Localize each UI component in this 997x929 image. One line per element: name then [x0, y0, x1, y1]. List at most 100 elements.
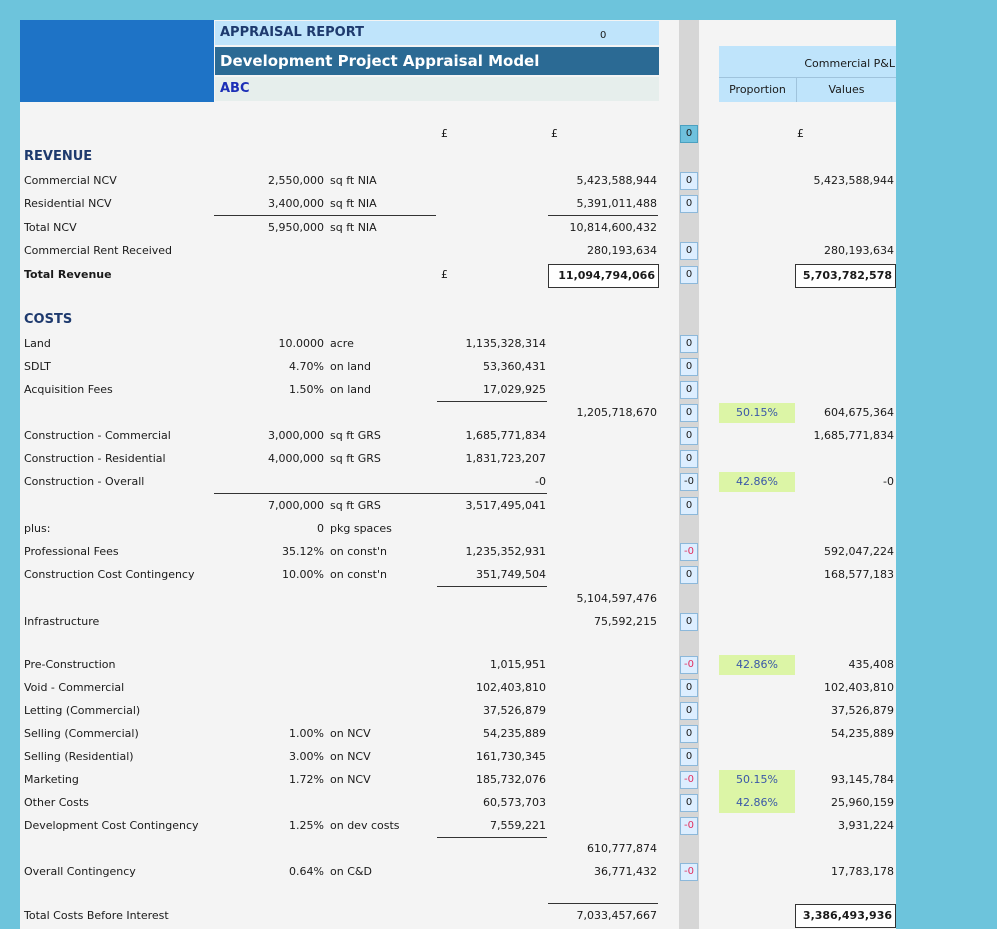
- pl-col-values: Values: [828, 83, 865, 96]
- ncv-qty-underline: [214, 215, 436, 216]
- total-revenue-pl: 5,703,782,578: [795, 264, 896, 288]
- top-check-flag[interactable]: 0: [680, 125, 698, 143]
- sell-comm-label: Selling (Commercial): [24, 727, 139, 740]
- other-sub: 60,573,703: [483, 796, 546, 809]
- land-qty: 10.0000: [278, 337, 325, 350]
- marketing-sub: 185,732,076: [476, 773, 546, 786]
- sdlt-label: SDLT: [24, 360, 51, 373]
- void-sub: 102,403,810: [476, 681, 546, 694]
- con-cont-qty: 10.00%: [282, 568, 324, 581]
- other-total-value: 610,777,874: [587, 842, 657, 855]
- land-flag[interactable]: 0: [680, 335, 698, 353]
- total-ncv-value: 10,814,600,432: [569, 221, 657, 234]
- total-costs-label: Total Costs Before Interest: [24, 909, 169, 922]
- currency-pl: £: [797, 127, 804, 140]
- commercial-ncv-flag[interactable]: 0: [680, 172, 698, 190]
- con-comm-unit: sq ft GRS: [330, 429, 381, 442]
- con-res-label: Construction - Residential: [24, 452, 166, 465]
- costs-heading: COSTS: [24, 312, 73, 327]
- con-total-flag[interactable]: 0: [680, 497, 698, 515]
- con-res-unit: sq ft GRS: [330, 452, 381, 465]
- pl-title: Commercial P&L: [804, 57, 895, 70]
- con-all-label: Construction - Overall: [24, 475, 145, 488]
- dev-cont-flag[interactable]: -0: [680, 817, 698, 835]
- precon-sub: 1,015,951: [490, 658, 546, 671]
- model-title-bar: [215, 47, 659, 75]
- acq-label: Acquisition Fees: [24, 383, 113, 396]
- marketing-unit: on NCV: [330, 773, 371, 786]
- land-total-pl: 604,675,364: [824, 406, 894, 419]
- other-flag[interactable]: 0: [680, 794, 698, 812]
- pl-col-proportion: Proportion: [729, 83, 786, 96]
- sell-comm-sub: 54,235,889: [483, 727, 546, 740]
- letting-label: Letting (Commercial): [24, 704, 141, 717]
- precon-pl: 435,408: [848, 658, 895, 671]
- total-revenue-currency: £: [441, 268, 448, 281]
- land-label: Land: [24, 337, 51, 350]
- sell-res-flag[interactable]: 0: [680, 748, 698, 766]
- dev-cont-qty: 1.25%: [289, 819, 324, 832]
- prof-fees-flag[interactable]: -0: [680, 543, 698, 561]
- sdlt-qty: 4.70%: [289, 360, 324, 373]
- prof-fees-sub: 1,235,352,931: [465, 545, 546, 558]
- pl-divider-2: [796, 77, 797, 102]
- total-ncv-label: Total NCV: [24, 221, 77, 234]
- con-cont-unit: on const'n: [330, 568, 387, 581]
- con-all-flag[interactable]: -0: [680, 473, 698, 491]
- land-total-flag[interactable]: 0: [680, 404, 698, 422]
- other-pl: 25,960,159: [831, 796, 894, 809]
- residential-ncv-label: Residential NCV: [24, 197, 112, 210]
- sdlt-unit: on land: [330, 360, 371, 373]
- sdlt-flag[interactable]: 0: [680, 358, 698, 376]
- con-res-flag[interactable]: 0: [680, 450, 698, 468]
- rent-flag[interactable]: 0: [680, 242, 698, 260]
- precon-flag[interactable]: -0: [680, 656, 698, 674]
- infra-value: 75,592,215: [594, 615, 657, 628]
- ncv-value-underline: [548, 215, 658, 216]
- overall-cont-flag[interactable]: -0: [680, 863, 698, 881]
- con-cont-flag[interactable]: 0: [680, 566, 698, 584]
- report-flag: 0: [600, 30, 607, 41]
- sell-res-sub: 161,730,345: [476, 750, 546, 763]
- prof-fees-pl: 592,047,224: [824, 545, 894, 558]
- overall-cont-pl: 17,783,178: [831, 865, 894, 878]
- con-all-sub: -0: [535, 475, 546, 488]
- revenue-heading: REVENUE: [24, 149, 93, 164]
- header-logo-block: [20, 20, 214, 102]
- residential-ncv-flag[interactable]: 0: [680, 195, 698, 213]
- land-proportion: 50.15%: [719, 403, 795, 423]
- letting-flag[interactable]: 0: [680, 702, 698, 720]
- acq-flag[interactable]: 0: [680, 381, 698, 399]
- total-revenue-flag[interactable]: 0: [680, 266, 698, 284]
- con-sub-underline: [437, 586, 547, 587]
- con-qty-underline: [214, 493, 547, 494]
- acq-unit: on land: [330, 383, 371, 396]
- void-flag[interactable]: 0: [680, 679, 698, 697]
- void-pl: 102,403,810: [824, 681, 894, 694]
- project-name: ABC: [220, 81, 250, 96]
- con-comm-label: Construction - Commercial: [24, 429, 171, 442]
- total-ncv-qty: 5,950,000: [268, 221, 324, 234]
- con-comm-flag[interactable]: 0: [680, 427, 698, 445]
- con-cont-pl: 168,577,183: [824, 568, 894, 581]
- con-res-qty: 4,000,000: [268, 452, 324, 465]
- sell-comm-flag[interactable]: 0: [680, 725, 698, 743]
- con-res-sub: 1,831,723,207: [465, 452, 546, 465]
- con-comm-sub: 1,685,771,834: [465, 429, 546, 442]
- dev-cont-unit: on dev costs: [330, 819, 400, 832]
- dev-cont-label: Development Cost Contingency: [24, 819, 199, 832]
- acq-sub: 17,029,925: [483, 383, 546, 396]
- sell-res-unit: on NCV: [330, 750, 371, 763]
- currency-col2: £: [551, 127, 558, 140]
- infra-flag[interactable]: 0: [680, 613, 698, 631]
- land-sub: 1,135,328,314: [465, 337, 546, 350]
- marketing-label: Marketing: [24, 773, 79, 786]
- sdlt-sub: 53,360,431: [483, 360, 546, 373]
- marketing-flag[interactable]: -0: [680, 771, 698, 789]
- letting-sub: 37,526,879: [483, 704, 546, 717]
- sell-res-label: Selling (Residential): [24, 750, 134, 763]
- overall-cont-unit: on C&D: [330, 865, 372, 878]
- overall-cont-value: 36,771,432: [594, 865, 657, 878]
- other-label: Other Costs: [24, 796, 89, 809]
- precon-label: Pre-Construction: [24, 658, 116, 671]
